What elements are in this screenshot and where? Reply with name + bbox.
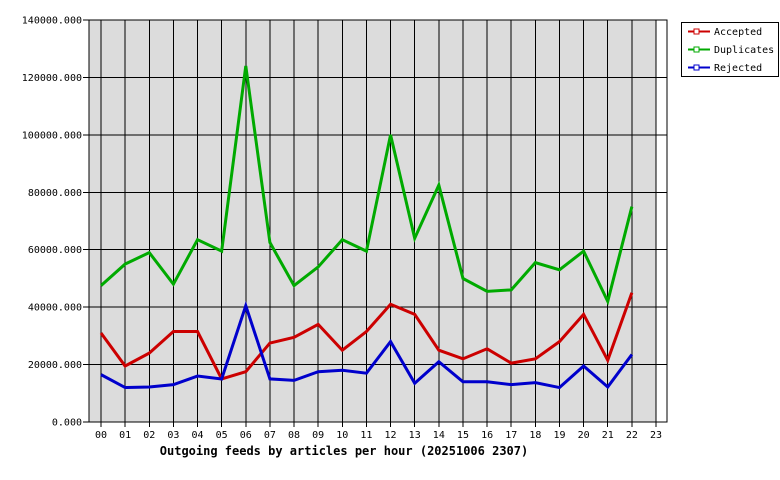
x-axis-label: 10 [336,430,348,441]
axis-labels: 00 01 02 03 04 05 06 07 08 09 10 11 12 13 14 15 16 17 18 19… [22,16,662,442]
legend-marker-rejected [693,64,700,71]
y-axis-label: 80000.000 [28,188,82,199]
x-axis-label: 02 [143,430,155,441]
series-line-accepted [99,292,634,381]
x-axis-label: 21 [602,430,614,441]
y-axis-label: 20000.000 [28,360,82,371]
x-axis-label: 14 [433,430,445,441]
x-axis-label: 12 [385,430,397,441]
y-axis-label: 60000.000 [28,245,82,256]
legend-label-rejected: Rejected [714,63,762,74]
x-axis-label: 11 [360,430,372,441]
x-axis-label: 22 [626,430,638,441]
y-axis-label: 0.000 [52,418,82,429]
x-axis-label: 16 [481,430,493,441]
y-axis-label: 140000.000 [22,16,82,27]
x-axis-label: 07 [264,430,276,441]
x-axis-label: 04 [191,430,203,441]
x-axis-label: 15 [457,430,469,441]
x-axis-label: 09 [312,430,324,441]
x-axis-label: 20 [578,430,590,441]
grid-lines [89,19,667,423]
x-axis-label: 01 [119,430,131,441]
legend-label-accepted: Accepted [714,27,762,38]
y-axis-label: 120000.000 [22,73,82,84]
x-axis-label: 13 [409,430,421,441]
chart-title: Outgoing feeds by articles per hour (202… [160,444,528,458]
x-axis-label: 03 [167,430,179,441]
x-axis-label: 19 [553,430,565,441]
x-axis-label: 17 [505,430,517,441]
x-axis-label: 05 [216,430,228,441]
y-axis-label: 100000.000 [22,130,82,141]
data-series [99,65,634,390]
legend-marker-duplicates [693,46,700,53]
legend-label-duplicates: Duplicates [714,45,774,56]
y-axis-label: 40000.000 [28,303,82,314]
x-axis-label: 23 [650,430,662,441]
series-line-rejected [100,300,634,390]
x-axis-label: 06 [240,430,252,441]
legend: Accepted Duplicates Rejected [681,22,779,77]
axis-ticks [83,19,657,427]
x-axis-label: 08 [288,430,300,441]
series-line-duplicates [100,65,634,306]
legend-marker-accepted [693,28,700,35]
x-axis-label: 18 [529,430,541,441]
plot-border [88,19,668,423]
x-axis-label: 00 [95,430,107,441]
